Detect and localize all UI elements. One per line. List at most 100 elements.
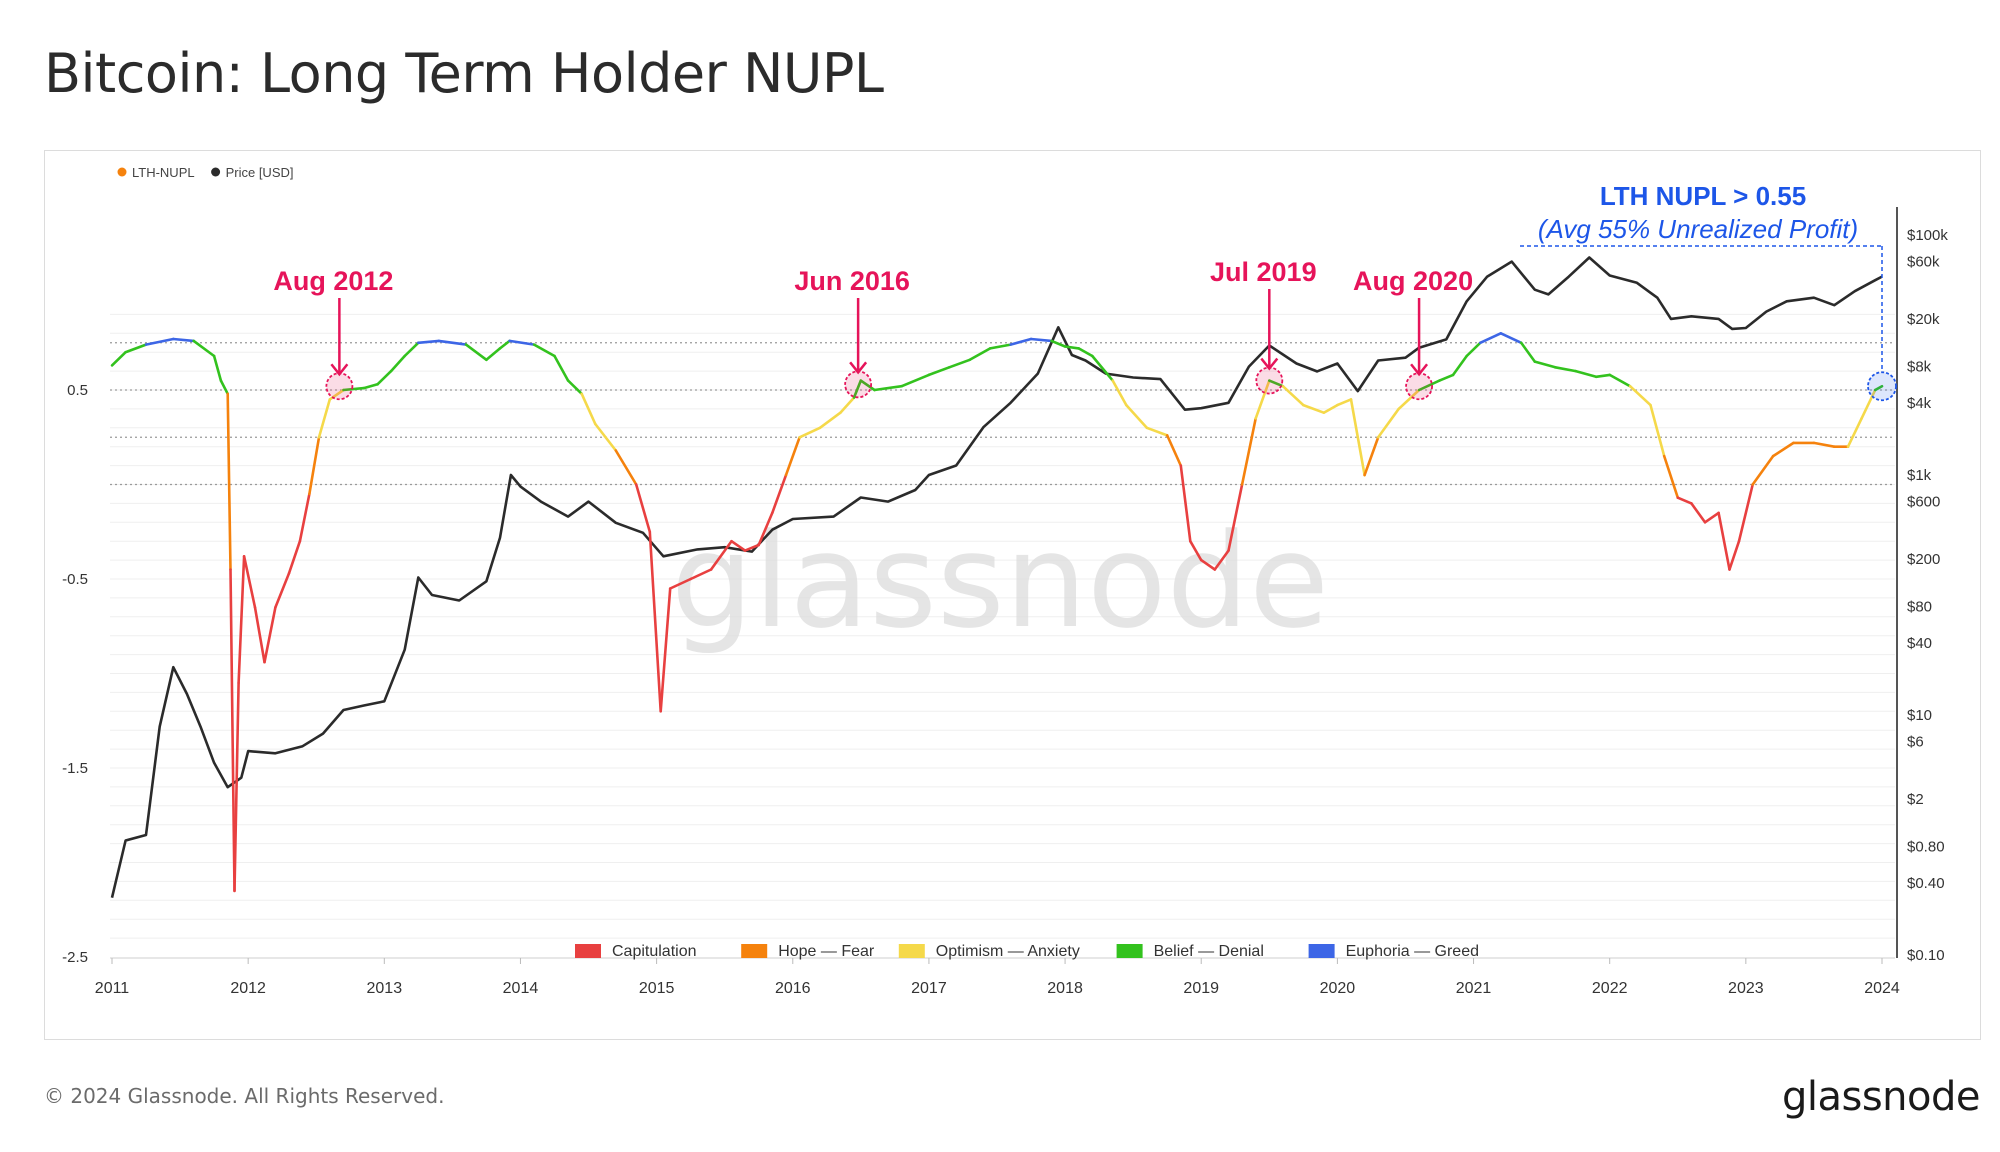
nupl-segment: [242, 554, 257, 609]
nupl-segment: [873, 384, 904, 392]
nupl-segment: [634, 483, 652, 534]
y-right-tick-label: $100k: [1907, 227, 1948, 244]
annotation-arrowhead: [849, 361, 868, 375]
x-tick-label: 2016: [775, 980, 811, 997]
annotation-circle: [844, 370, 873, 399]
nupl-segment: [1336, 398, 1353, 407]
y-right-tick-label: $600: [1907, 494, 1940, 511]
x-tick-label: 2017: [911, 980, 947, 997]
nupl-segment: [403, 341, 420, 358]
zone-legend-label: Capitulation: [612, 943, 697, 960]
page-title: Bitcoin: Long Term Holder NUPL: [44, 42, 884, 105]
nupl-segment: [389, 354, 407, 373]
nupl-segment: [1594, 373, 1611, 379]
nupl-segment: [1628, 384, 1652, 407]
x-tick-label: 2023: [1728, 980, 1764, 997]
annotation-circle: [1405, 372, 1433, 401]
nupl-segment: [416, 339, 441, 345]
legend-marker: [117, 167, 127, 177]
y-right-tick-label: $2: [1907, 791, 1924, 808]
y-right-tick-label: $0.80: [1907, 839, 1945, 856]
x-tick-label: 2021: [1456, 980, 1492, 997]
nupl-segment: [1227, 483, 1244, 552]
annotation-arrowhead: [1410, 363, 1429, 377]
nupl-segment: [1519, 341, 1537, 363]
zone-legend-swatch: [898, 944, 925, 958]
y-right-tick-label: $200: [1907, 551, 1940, 568]
nupl-segment: [124, 343, 148, 354]
nupl-segment: [1717, 511, 1731, 571]
nupl-segment: [1662, 454, 1680, 500]
nupl-segment: [1322, 403, 1339, 415]
nupl-segment: [1091, 354, 1114, 382]
nupl-segment: [784, 435, 801, 477]
legend-marker: [211, 167, 221, 177]
nupl-segment: [1438, 373, 1455, 382]
nupl-segment: [298, 492, 311, 543]
nupl-segment: [219, 379, 229, 396]
nupl-segment: [614, 449, 638, 486]
nupl-segment: [233, 681, 240, 893]
nupl-segment: [1213, 549, 1230, 571]
nupl-segment: [212, 354, 223, 382]
nupl-segment: [1302, 403, 1326, 415]
nupl-segment: [1077, 347, 1094, 358]
nupl-segment: [1281, 384, 1305, 407]
nupl-segment: [485, 347, 502, 362]
zone-legend-swatch: [1116, 944, 1143, 958]
annotation-label: Jul 2019: [1210, 257, 1317, 287]
annotation-label: Aug 2012: [273, 266, 393, 296]
y-right-tick-label: $6: [1907, 734, 1924, 751]
annotation-label: Aug 2020: [1353, 266, 1473, 296]
nupl-segment: [1690, 502, 1707, 524]
nupl-segment: [1451, 354, 1468, 377]
brand-logo: glassnode: [1781, 1074, 1981, 1120]
nupl-segment: [1465, 341, 1482, 358]
nupl-segment: [1533, 360, 1557, 369]
y-right-tick-label: $10: [1907, 707, 1932, 724]
annotations: Aug 2012 Jun 2016 Jul 2019 Aug 2020: [273, 257, 1473, 401]
nupl-segment: [988, 343, 1012, 350]
zone-legend-label: Optimism — Anxiety: [936, 943, 1080, 960]
annotation-label: Jun 2016: [794, 266, 910, 296]
callout: LTH NUPL > 0.55(Avg 55% Unrealized Profi…: [1520, 181, 1897, 402]
nupl-segment: [580, 392, 597, 426]
zone-legend-swatch: [575, 944, 601, 958]
nupl-segment: [1737, 483, 1754, 543]
nupl-segment: [1363, 435, 1380, 477]
nupl-segment: [226, 392, 232, 571]
nupl-segment: [1125, 403, 1149, 430]
callout-title: LTH NUPL > 0.55: [1600, 181, 1806, 211]
y-right-tick-label: $40: [1907, 635, 1932, 652]
nupl-segment: [968, 347, 992, 362]
legend-label: LTH-NUPL: [132, 165, 195, 180]
nupl-segment: [927, 365, 951, 377]
nupl-segment: [376, 369, 393, 386]
nupl-segment: [648, 530, 663, 713]
nupl-segment: [287, 539, 302, 575]
nupl-segment: [1145, 426, 1169, 437]
nupl-segment: [839, 396, 856, 415]
nupl-segment: [263, 606, 277, 664]
nupl-segment: [1063, 345, 1080, 350]
x-tick-label: 2024: [1864, 980, 1900, 997]
nupl-segment: [852, 379, 863, 399]
y-left-tick-label: -1.5: [62, 760, 88, 777]
nupl-segment: [1189, 539, 1203, 562]
nupl-segment: [1165, 434, 1183, 467]
callout-circle: [1867, 371, 1897, 402]
annotation-circle: [325, 372, 354, 401]
y-right-tick-label: $4k: [1907, 395, 1932, 412]
nupl-segment: [593, 422, 618, 452]
x-tick-label: 2018: [1047, 980, 1083, 997]
x-tick-label: 2013: [367, 980, 403, 997]
nupl-segment: [743, 543, 761, 552]
nupl-segment: [1860, 388, 1877, 420]
nupl-segment: [730, 539, 747, 552]
nupl-segment: [1009, 337, 1033, 346]
y-right-tick-label: $0.40: [1907, 875, 1945, 892]
nupl-segment: [1771, 441, 1795, 458]
nupl-segment: [798, 426, 822, 439]
y-right-tick-label: $20k: [1907, 311, 1940, 328]
